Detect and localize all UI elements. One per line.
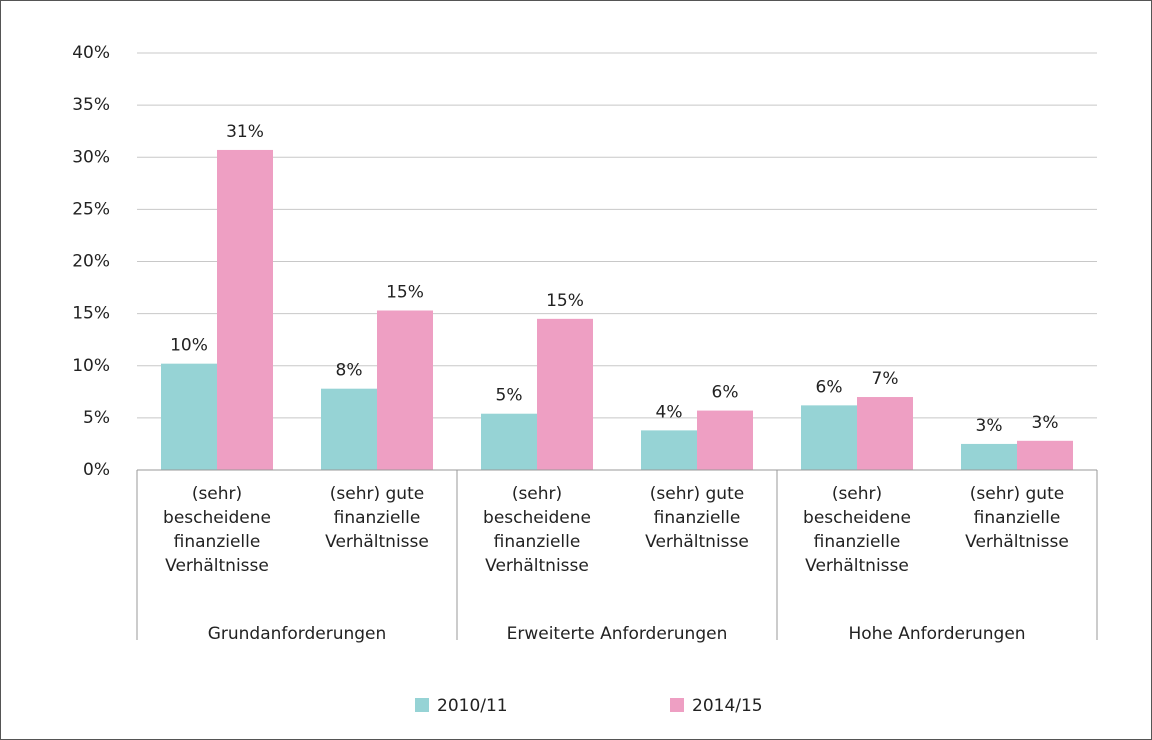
- value-label: 31%: [226, 122, 264, 142]
- bar: [801, 405, 857, 470]
- bar: [161, 363, 217, 470]
- x-tick-label: (sehr) gute finanzielle Verhältnisse: [645, 484, 749, 552]
- value-label: 15%: [546, 291, 584, 311]
- bar: [377, 310, 433, 470]
- group-label: Erweiterte Anforderungen: [507, 624, 728, 644]
- bar: [1017, 440, 1073, 470]
- y-tick-label: 40%: [72, 43, 110, 63]
- x-tick-label: (sehr) gute finanzielle Verhältnisse: [965, 484, 1069, 552]
- bar: [697, 410, 753, 470]
- value-label: 4%: [656, 402, 683, 422]
- legend-swatch: [415, 698, 429, 712]
- x-tick-label: (sehr) gute finanzielle Verhältnisse: [325, 484, 429, 552]
- y-tick-label: 10%: [72, 356, 110, 376]
- legend-swatch: [670, 698, 684, 712]
- legend-label: 2014/15: [692, 696, 763, 716]
- bar: [537, 318, 593, 470]
- value-label: 7%: [872, 369, 899, 389]
- bar: [321, 388, 377, 470]
- value-label: 3%: [976, 416, 1003, 436]
- y-tick-label: 25%: [72, 199, 110, 219]
- group-label: Grundanforderungen: [208, 624, 387, 644]
- y-tick-label: 20%: [72, 252, 110, 272]
- y-tick-label: 15%: [72, 304, 110, 324]
- x-tick-label: (sehr) bescheidene finanzielle Verhältni…: [163, 484, 271, 576]
- value-label: 5%: [496, 386, 523, 406]
- x-tick-label: (sehr) bescheidene finanzielle Verhältni…: [803, 484, 911, 576]
- group-label: Hohe Anforderungen: [848, 624, 1025, 644]
- value-label: 15%: [386, 282, 424, 302]
- value-label: 10%: [170, 336, 208, 356]
- x-tick-label: (sehr) bescheidene finanzielle Verhältni…: [483, 484, 591, 576]
- y-tick-label: 30%: [72, 147, 110, 167]
- value-label: 8%: [336, 361, 363, 381]
- bar: [961, 443, 1017, 470]
- value-label: 6%: [816, 377, 843, 397]
- bar: [857, 397, 913, 470]
- bar: [217, 149, 273, 470]
- y-tick-label: 5%: [83, 408, 110, 428]
- y-tick-label: 35%: [72, 95, 110, 115]
- bar: [481, 413, 537, 470]
- legend-label: 2010/11: [437, 696, 508, 716]
- value-label: 6%: [712, 383, 739, 403]
- value-label: 3%: [1032, 413, 1059, 433]
- y-tick-label: 0%: [83, 460, 110, 480]
- bar: [641, 430, 697, 470]
